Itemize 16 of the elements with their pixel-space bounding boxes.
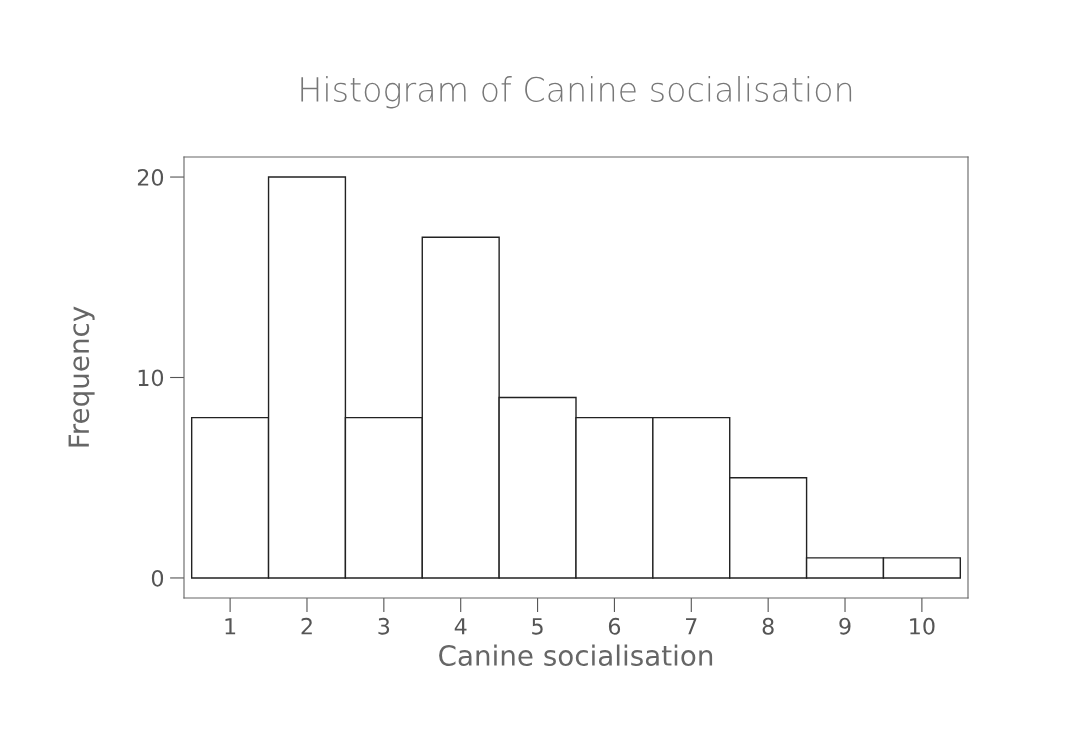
x-axis-title: Canine socialisation [439,644,713,667]
x-tick-label: 10 [910,617,935,635]
x-tick-label: 3 [378,617,390,635]
y-axis-title: Frequency [68,306,95,447]
chart-title: Histogram of Canine socialisation [301,76,852,109]
y-tick-label: 20 [137,169,164,186]
x-tick-label: 6 [608,617,621,635]
x-tick-label: 9 [839,617,851,635]
x-tick-label: 4 [454,618,467,635]
x-tick-label: 7 [686,618,697,635]
x-tick-label: 8 [762,617,774,635]
y-tick-label: 10 [138,369,164,387]
x-tick-label: 2 [301,617,312,635]
y-tick-label: 0 [151,569,164,587]
x-tick-label: 5 [532,618,543,635]
x-tick-label: 1 [225,618,236,635]
